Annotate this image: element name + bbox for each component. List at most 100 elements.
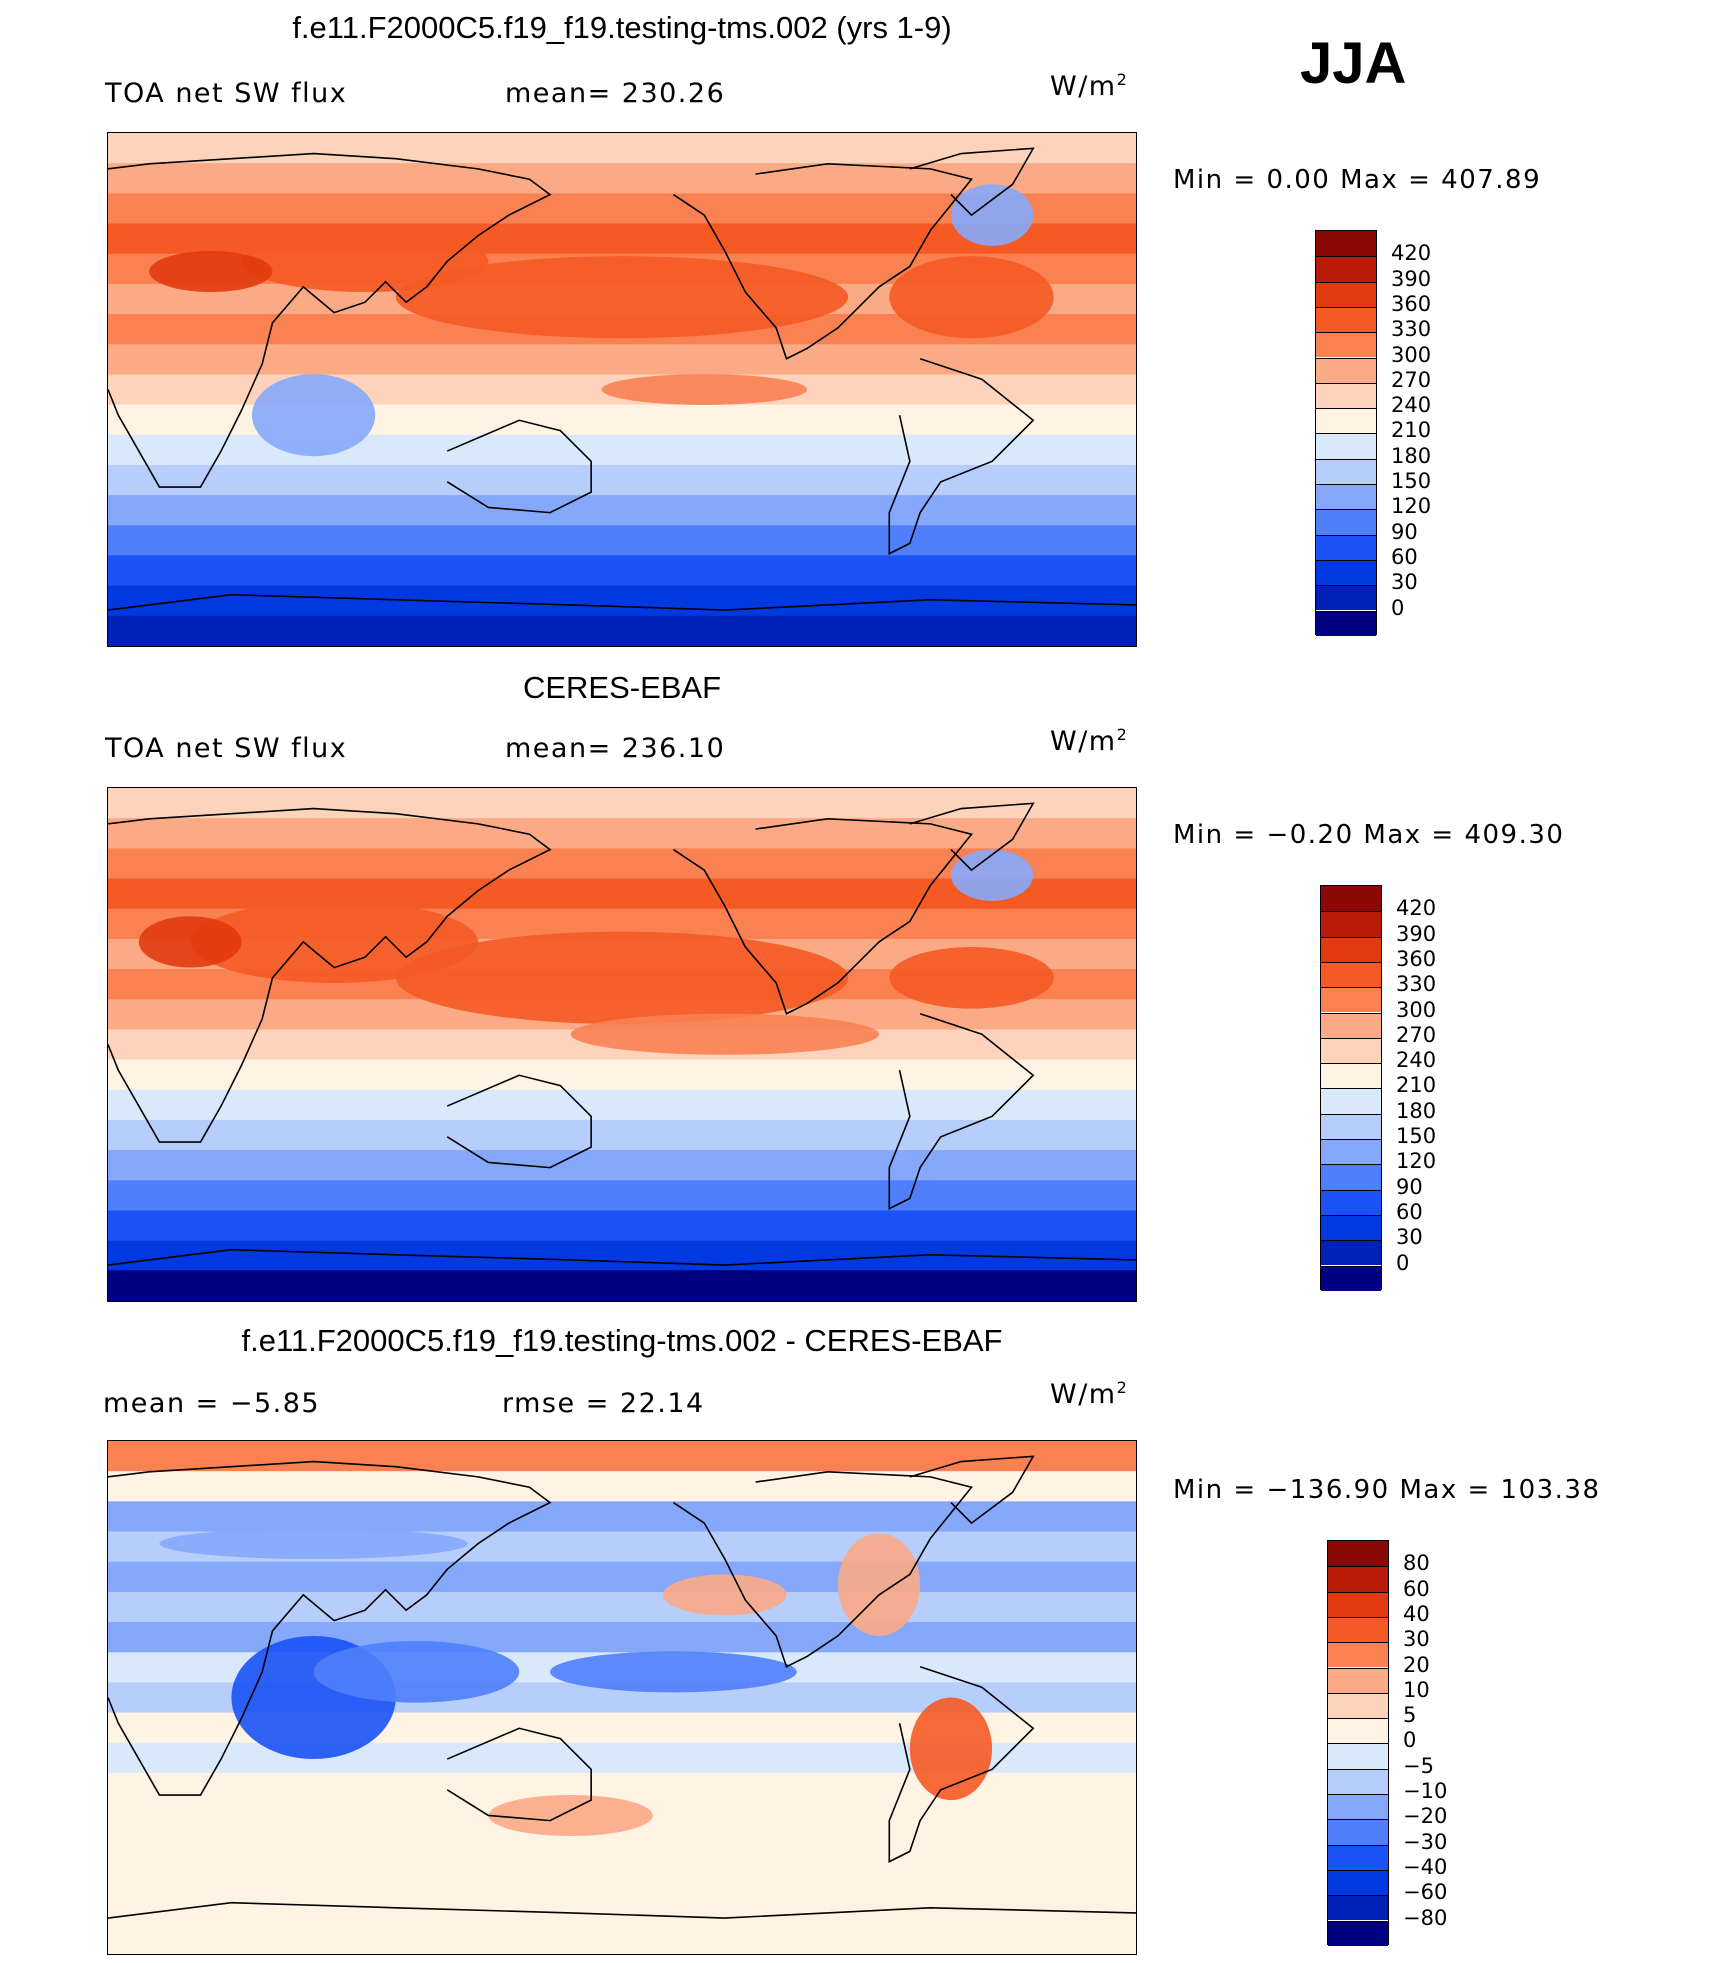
colorbar-swatch: [1321, 1214, 1381, 1241]
colorbar-swatch: [1328, 1718, 1388, 1744]
field-band: [108, 1622, 1136, 1654]
colorbar-swatch: [1328, 1869, 1388, 1896]
colorbar-label: 150: [1391, 469, 1432, 493]
panel1-units-sup: 2: [1116, 70, 1129, 89]
colorbar-swatch: [1316, 484, 1376, 510]
field-band: [108, 1119, 1136, 1152]
colorbar-label: 210: [1396, 1073, 1437, 1098]
coastline: [108, 1460, 552, 1796]
colorbar-label: −10: [1403, 1779, 1448, 1803]
colorbar-swatch: [1321, 1265, 1381, 1291]
colorbar-swatch: [1328, 1667, 1388, 1693]
coastline: [909, 147, 1035, 217]
colorbar-swatch: [1321, 1088, 1381, 1114]
colorbar-swatch: [1328, 1768, 1388, 1794]
colorbar-label: 150: [1396, 1124, 1437, 1148]
colorbar-swatch: [1316, 458, 1376, 484]
colorbar-label: 180: [1396, 1098, 1437, 1123]
coastline: [108, 593, 1136, 611]
colorbar-swatch: [1321, 987, 1381, 1013]
colorbar-label: 60: [1403, 1576, 1430, 1601]
panel1-units-text: W/m: [1050, 71, 1117, 102]
colorbar-swatch: [1316, 408, 1376, 434]
field-band: [108, 1059, 1136, 1091]
colorbar-swatch: [1321, 1139, 1381, 1165]
colorbar-label: 20: [1403, 1652, 1430, 1677]
panel1-units: W/m2: [1050, 70, 1128, 102]
colorbar-swatch: [1328, 1895, 1388, 1921]
colorbar-swatch: [1316, 433, 1376, 459]
colorbar-swatch: [1316, 610, 1376, 636]
colorbar-label: 360: [1391, 291, 1432, 316]
field-region: [663, 1574, 787, 1616]
field-region: [488, 1794, 653, 1837]
field-band: [108, 1471, 1136, 1503]
coastline: [672, 1470, 973, 1668]
field-region: [395, 931, 849, 1024]
coastline: [888, 1665, 1035, 1863]
panel2-title: CERES-EBAF: [522, 670, 722, 705]
colorbar-label: 390: [1396, 921, 1437, 946]
colorbar-label: −60: [1403, 1880, 1448, 1905]
field-region: [889, 256, 1054, 339]
colorbar-swatch: [1321, 911, 1381, 937]
panel2-min-max: Min = −0.20 Max = 409.30: [1173, 820, 1565, 850]
colorbar-label: −5: [1403, 1753, 1434, 1778]
colorbar-swatch: [1316, 382, 1376, 409]
panel2-mean-label: mean= 236.10: [505, 733, 726, 764]
coastline: [446, 1074, 592, 1169]
coastline: [909, 802, 1035, 872]
field-region: [190, 900, 479, 983]
colorbar-swatch: [1328, 1819, 1388, 1845]
field-band: [108, 788, 1136, 820]
field-band: [108, 464, 1136, 497]
colorbar-swatch: [1321, 936, 1381, 962]
coastline: [909, 1455, 1035, 1525]
field-band: [108, 1180, 1136, 1212]
colorbar-label: 330: [1396, 972, 1437, 997]
colorbar-label: 60: [1391, 544, 1418, 569]
colorbar-swatch: [1328, 1541, 1388, 1567]
map-svg: [108, 788, 1136, 1301]
colorbar-swatch: [1316, 559, 1376, 586]
field-band: [108, 1501, 1136, 1533]
colorbar-label: 240: [1391, 393, 1432, 418]
field-band: [108, 818, 1136, 850]
colorbar-swatch: [1328, 1920, 1388, 1946]
colorbar-label: 40: [1403, 1601, 1430, 1626]
colorbar-label: 30: [1396, 1225, 1423, 1250]
colorbar-label: 420: [1391, 241, 1432, 266]
colorbar-label: 5: [1403, 1703, 1417, 1728]
panel2-units-text: W/m: [1050, 726, 1117, 757]
colorbar-label: 0: [1396, 1250, 1410, 1275]
coastline: [888, 1012, 1035, 1210]
colorbar-label: −20: [1403, 1804, 1448, 1829]
panel3-rmse-label: rmse = 22.14: [502, 1388, 705, 1419]
field-band: [108, 1150, 1136, 1182]
colorbar-swatch: [1321, 1240, 1381, 1266]
panel3-mean-label: mean = −5.85: [103, 1388, 321, 1419]
colorbar-label: 390: [1391, 266, 1432, 291]
field-band: [108, 1210, 1136, 1242]
colorbar-swatch: [1321, 886, 1381, 912]
field-band: [108, 495, 1136, 527]
colorbar-swatch: [1316, 509, 1376, 535]
colorbar-swatch: [1321, 1113, 1381, 1139]
coastline: [108, 152, 552, 488]
field-band: [108, 133, 1136, 165]
colorbar-label: 30: [1391, 570, 1418, 595]
panel3-units-sup: 2: [1116, 1378, 1129, 1397]
field-region: [251, 374, 376, 457]
colorbar-swatch: [1316, 534, 1376, 560]
colorbar-label: 270: [1396, 1022, 1437, 1047]
colorbar-swatch: [1328, 1692, 1388, 1719]
colorbar-label: 210: [1391, 418, 1432, 443]
colorbar-swatch: [1316, 231, 1376, 257]
field-band: [108, 1591, 1136, 1624]
colorbar-label: 0: [1391, 595, 1405, 620]
colorbar-box: [1327, 1540, 1389, 1946]
colorbar-swatch: [1328, 1743, 1388, 1769]
colorbar-box: [1320, 885, 1382, 1291]
colorbar-label: 360: [1396, 946, 1437, 971]
coastline: [672, 162, 973, 360]
